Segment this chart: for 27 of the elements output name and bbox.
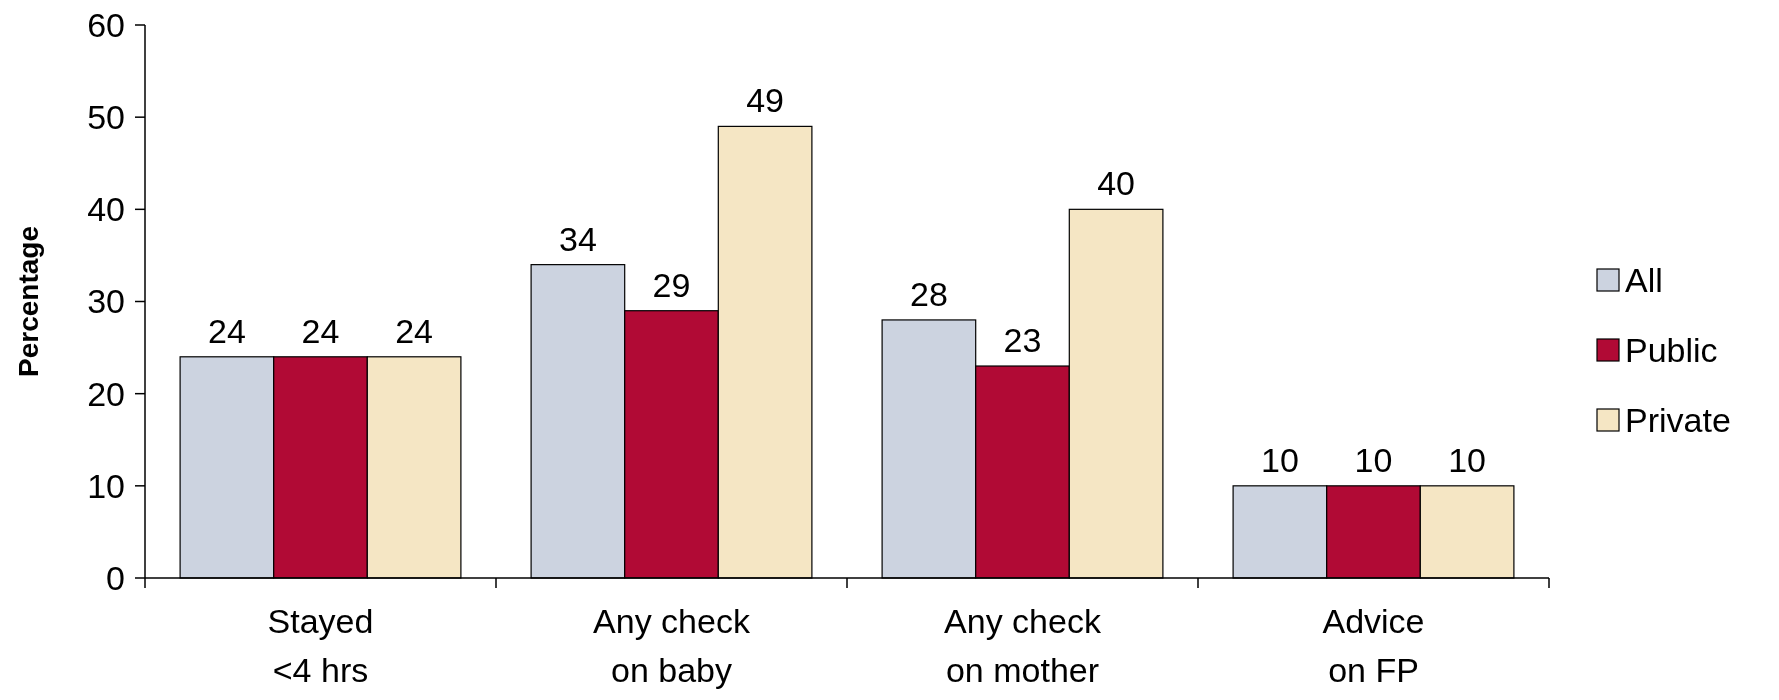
y-tick-label: 30 [87, 282, 125, 321]
legend-label: Public [1625, 330, 1718, 369]
y-axis-title: Percentage [13, 226, 44, 377]
data-label: 34 [558, 219, 597, 258]
y-tick-label: 40 [87, 190, 125, 229]
y-tick-label: 10 [87, 466, 125, 505]
y-tick-label: 20 [87, 374, 125, 413]
x-tick-label: Any check on mother [944, 602, 1102, 689]
data-label: 10 [1354, 440, 1393, 479]
data-label: 28 [909, 274, 948, 313]
data-label: 24 [207, 311, 246, 350]
x-tick-label: Any check on baby [593, 602, 751, 689]
y-tick-label: 0 [106, 558, 125, 597]
x-tick-label: Advice on FP [1322, 602, 1425, 689]
legend-label: Private [1625, 400, 1731, 439]
y-tick-label: 50 [87, 98, 125, 137]
x-tick-label: Stayed <4 hrs [267, 602, 374, 689]
data-label: 10 [1260, 440, 1299, 479]
data-label: 49 [746, 81, 785, 120]
data-label: 10 [1448, 440, 1487, 479]
data-label: 24 [395, 311, 434, 350]
data-label: 24 [301, 311, 340, 350]
data-label: 40 [1097, 164, 1136, 203]
legend-label: All [1625, 260, 1663, 299]
data-label: 23 [1003, 321, 1042, 360]
data-label: 29 [652, 265, 691, 304]
y-tick-label: 60 [87, 5, 125, 44]
